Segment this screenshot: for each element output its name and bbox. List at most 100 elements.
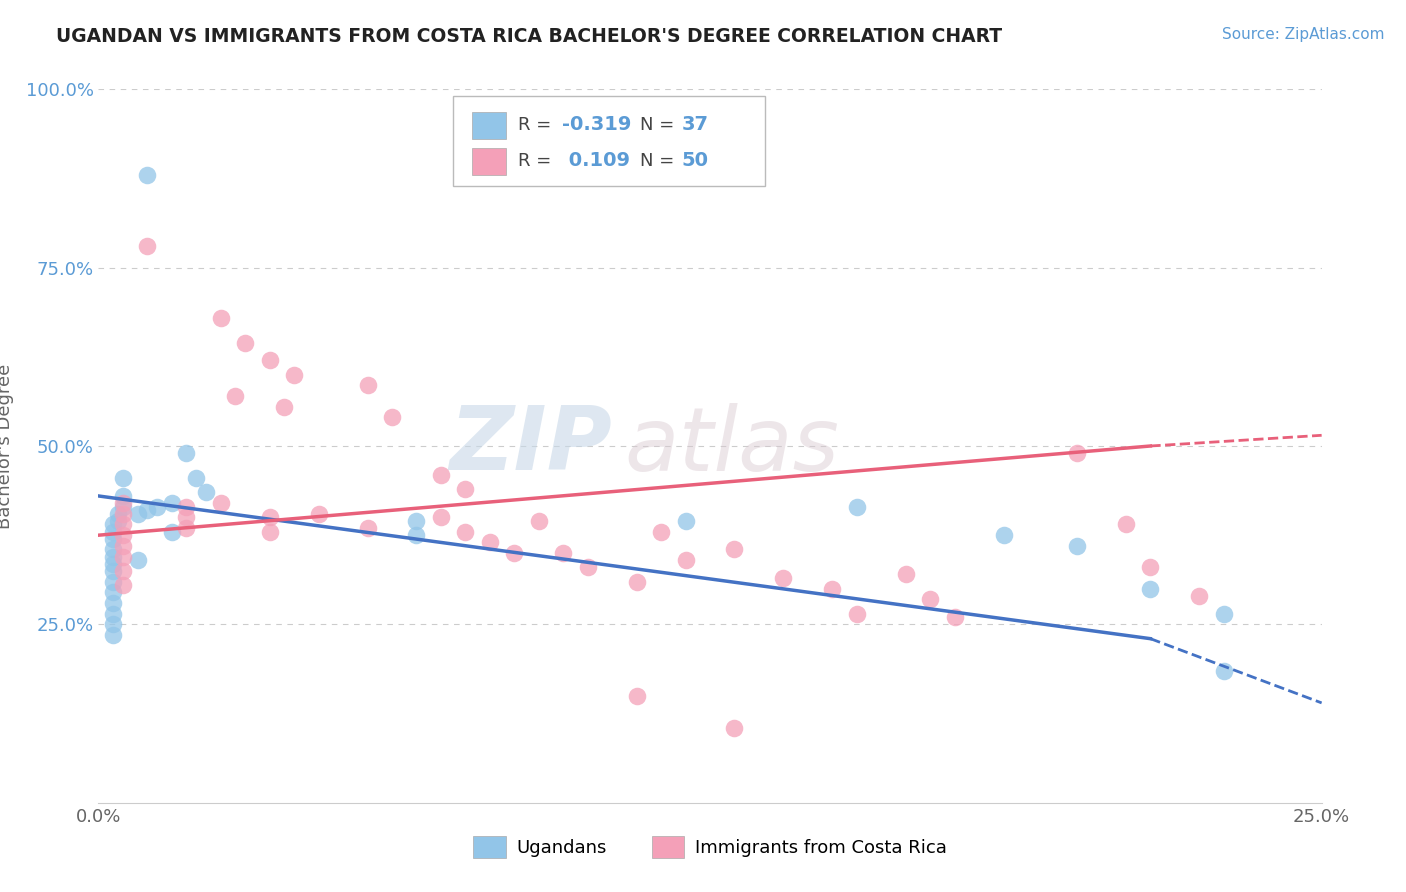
Point — [553, 546, 575, 560]
Text: -0.319: -0.319 — [562, 115, 631, 135]
Point — [111, 549, 134, 564]
Point — [1212, 607, 1234, 621]
Point — [845, 607, 868, 621]
Point — [101, 549, 124, 564]
Point — [101, 532, 124, 546]
Point — [176, 500, 198, 514]
Point — [136, 168, 159, 182]
Point — [101, 607, 124, 621]
Point — [127, 507, 149, 521]
Text: 37: 37 — [682, 115, 709, 135]
Point — [111, 578, 134, 592]
Point — [233, 335, 256, 350]
Point — [430, 510, 453, 524]
Point — [111, 489, 134, 503]
FancyBboxPatch shape — [453, 96, 765, 186]
Point — [259, 510, 281, 524]
Point — [101, 517, 124, 532]
Point — [111, 471, 134, 485]
Point — [136, 239, 159, 253]
Point — [107, 507, 129, 521]
Point — [101, 557, 124, 571]
Point — [111, 539, 134, 553]
Point — [405, 528, 427, 542]
FancyBboxPatch shape — [471, 148, 506, 175]
Point — [478, 535, 501, 549]
Point — [1066, 539, 1088, 553]
Text: 50: 50 — [682, 151, 709, 170]
Text: 0.109: 0.109 — [562, 151, 630, 170]
Point — [111, 496, 134, 510]
Point — [127, 553, 149, 567]
Point — [259, 353, 281, 368]
Text: ZIP: ZIP — [450, 402, 612, 490]
Text: R =: R = — [517, 152, 557, 169]
Point — [1212, 664, 1234, 678]
Point — [454, 482, 477, 496]
Y-axis label: Bachelor's Degree: Bachelor's Degree — [0, 363, 14, 529]
FancyBboxPatch shape — [471, 112, 506, 139]
Point — [176, 510, 198, 524]
Point — [1139, 582, 1161, 596]
Legend: Ugandans, Immigrants from Costa Rica: Ugandans, Immigrants from Costa Rica — [465, 829, 955, 865]
Point — [283, 368, 305, 382]
Point — [176, 446, 198, 460]
Point — [772, 571, 794, 585]
Point — [356, 378, 378, 392]
Point — [894, 567, 917, 582]
Point — [675, 514, 697, 528]
Point — [650, 524, 672, 539]
Point — [101, 585, 124, 599]
Point — [101, 628, 124, 642]
Point — [527, 514, 550, 528]
Point — [273, 400, 295, 414]
Text: N =: N = — [640, 116, 681, 134]
Point — [1188, 589, 1211, 603]
Point — [723, 721, 745, 735]
Text: UGANDAN VS IMMIGRANTS FROM COSTA RICA BACHELOR'S DEGREE CORRELATION CHART: UGANDAN VS IMMIGRANTS FROM COSTA RICA BA… — [56, 27, 1002, 45]
Point — [1115, 517, 1137, 532]
Point — [176, 521, 198, 535]
Point — [381, 410, 404, 425]
Point — [146, 500, 169, 514]
Point — [821, 582, 844, 596]
Text: atlas: atlas — [624, 403, 839, 489]
Point — [430, 467, 453, 482]
Point — [308, 507, 330, 521]
Point — [626, 689, 648, 703]
Text: R =: R = — [517, 116, 557, 134]
Point — [136, 503, 159, 517]
Text: N =: N = — [640, 152, 681, 169]
Point — [405, 514, 427, 528]
Point — [993, 528, 1015, 542]
Point — [107, 514, 129, 528]
Point — [1066, 446, 1088, 460]
Point — [101, 574, 124, 589]
Point — [111, 500, 134, 514]
Point — [356, 521, 378, 535]
Point — [1139, 560, 1161, 574]
Point — [845, 500, 868, 514]
Point — [111, 564, 134, 578]
Point — [920, 592, 942, 607]
Point — [195, 485, 218, 500]
Point — [111, 528, 134, 542]
Point — [111, 517, 134, 532]
Point — [101, 542, 124, 557]
Point — [224, 389, 246, 403]
Point — [209, 496, 232, 510]
Point — [111, 507, 134, 521]
Text: Source: ZipAtlas.com: Source: ZipAtlas.com — [1222, 27, 1385, 42]
Point — [209, 310, 232, 325]
Point — [101, 617, 124, 632]
Point — [675, 553, 697, 567]
Point — [454, 524, 477, 539]
Point — [160, 524, 183, 539]
Point — [576, 560, 599, 574]
Point — [626, 574, 648, 589]
Point — [101, 564, 124, 578]
Point — [723, 542, 745, 557]
Point — [259, 524, 281, 539]
Point — [943, 610, 966, 624]
Point — [160, 496, 183, 510]
